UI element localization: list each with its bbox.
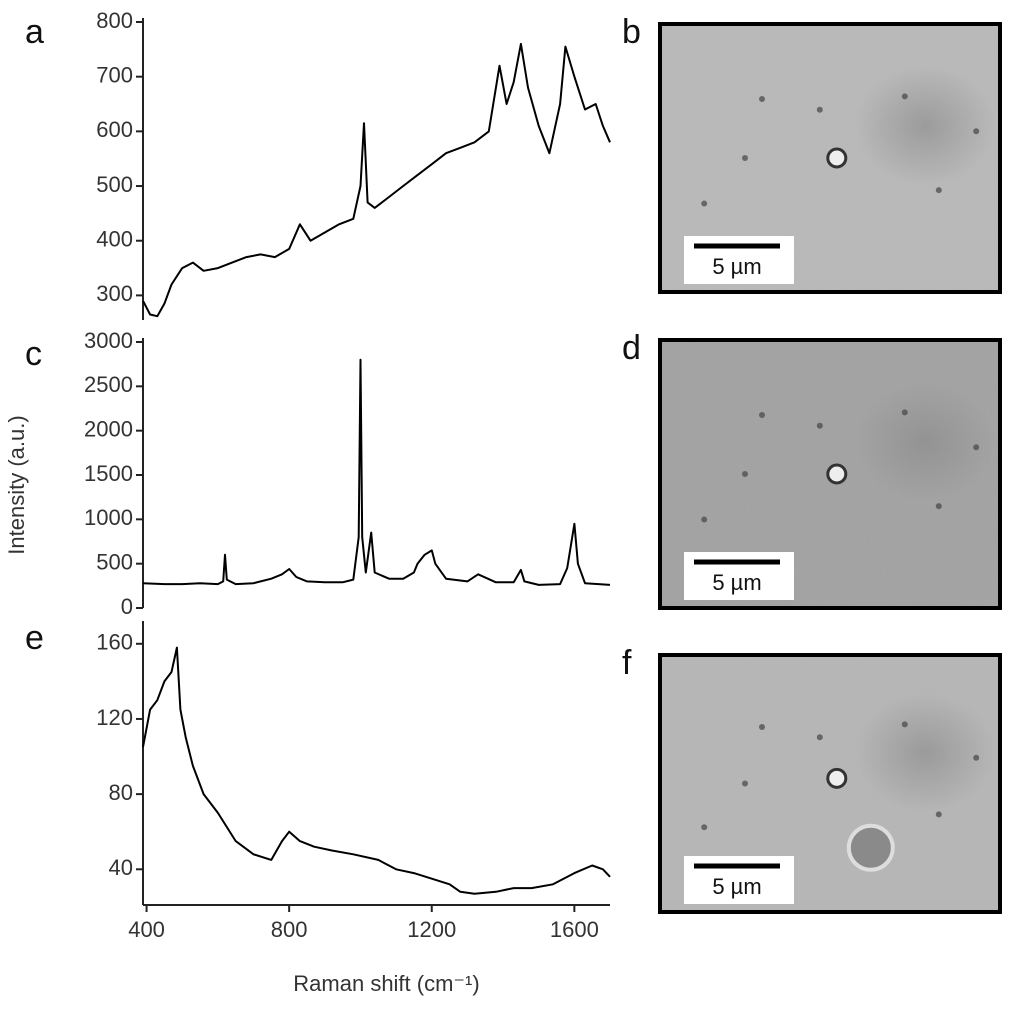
micrograph: 5 µm [658,22,1002,294]
y-tick-label: 0 [121,594,133,619]
y-axis-label: Intensity (a.u.) [4,415,29,554]
panel-label: e [25,619,44,657]
image-spot [901,409,908,416]
micrograph: 5 µm [658,653,1002,914]
image-spot [701,516,708,523]
image-shade [855,65,996,186]
image-spot [742,471,748,477]
y-tick-label: 2000 [84,416,133,441]
image-spot [816,422,823,429]
x-tick-label: 800 [271,917,308,942]
image-spot [935,503,942,510]
image-border [658,653,1002,914]
image-spot [759,412,765,419]
image-spot [742,155,748,161]
image-crater [846,823,895,872]
panel-label: b [622,13,641,51]
image-spot [759,96,765,103]
image-spot [742,780,748,787]
y-tick-label: 400 [96,227,133,252]
y-tick-label: 40 [109,855,133,880]
y-tick-label: 500 [96,172,133,197]
x-tick-label: 1600 [550,917,599,942]
image-spot [816,734,823,741]
panel-label: d [622,329,641,367]
data-line [142,42,611,318]
y-tick-label: 120 [96,705,133,730]
y-tick-label: 800 [96,8,133,33]
image-spot [901,721,908,728]
image-spot [816,106,823,113]
scale-label: 5 µm [712,874,761,899]
image-particle [826,767,848,789]
panel-label: a [25,13,44,51]
image-spot [701,200,708,207]
y-tick-label: 1000 [84,505,133,530]
y-tick-label: 300 [96,281,133,306]
y-tick-label: 80 [109,780,133,805]
scale-label: 5 µm [712,254,761,279]
y-tick-label: 160 [96,630,133,655]
data-line [142,646,611,895]
x-axis-label: Raman shift (cm⁻¹) [293,971,479,996]
image-spot [935,811,942,818]
x-tick-label: 400 [128,917,165,942]
y-tick-label: 2500 [84,372,133,397]
image-shade [855,692,996,813]
image-particle [826,463,848,485]
y-tick-label: 600 [96,117,133,142]
image-shade [855,381,996,502]
image-particle [826,147,848,169]
image-spot [973,754,980,761]
image-spot [935,187,942,194]
y-tick-label: 1500 [84,461,133,486]
image-spot [759,723,765,730]
image-border [658,22,1002,294]
y-tick-label: 700 [96,62,133,87]
image-border [658,338,1002,610]
image-spot [701,824,708,831]
panel-label: f [622,644,632,682]
x-tick-label: 1200 [407,917,456,942]
y-tick-label: 500 [96,549,133,574]
micrograph: 5 µm [658,338,1002,610]
image-spot [901,93,908,100]
y-tick-label: 3000 [84,328,133,353]
panel-label: c [25,335,42,373]
data-line [142,358,611,586]
scale-label: 5 µm [712,570,761,595]
image-spot [973,444,980,451]
image-spot [973,128,980,135]
